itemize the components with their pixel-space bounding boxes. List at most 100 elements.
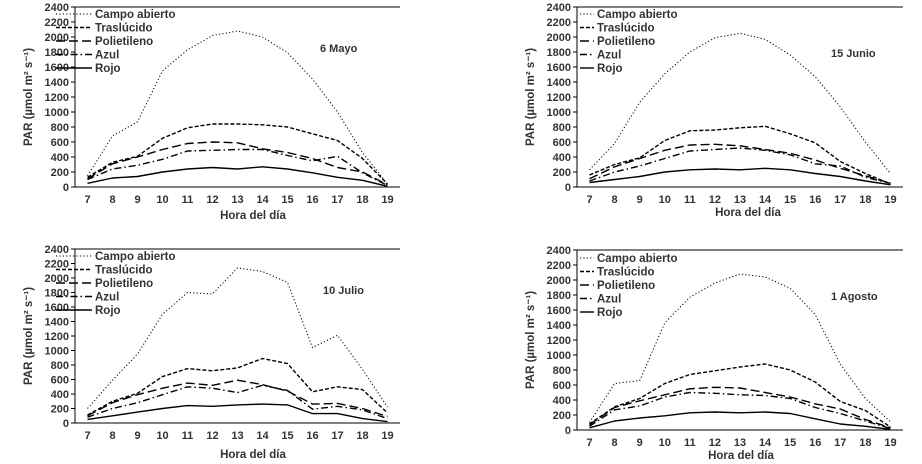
panel-title: 15 Junio <box>831 48 876 60</box>
legend-entry: Traslúcido <box>95 23 153 35</box>
series-line-3 <box>87 379 388 418</box>
x-tick-label: 8 <box>109 430 115 442</box>
y-tick-label: 1200 <box>547 92 571 104</box>
x-tick-label: 15 <box>784 437 796 449</box>
legend-entry: Azul <box>95 50 119 62</box>
x-tick-label: 18 <box>859 194 871 206</box>
y-tick-label: 2200 <box>547 260 571 272</box>
x-axis-label: Hora del día <box>715 207 781 219</box>
series-line-1 <box>589 273 891 423</box>
y-tick-label: 2200 <box>45 259 69 271</box>
y-tick-label: 2400 <box>45 244 69 256</box>
y-tick-label: 1000 <box>45 107 69 119</box>
series-line-2 <box>589 363 891 428</box>
y-tick-label: 0 <box>565 425 571 437</box>
chart-panel-2: 0 200 400 600 800 1000 1200 1400 1600 1800 2000 220… <box>525 2 903 219</box>
y-tick-label: 1000 <box>547 350 571 362</box>
y-tick-label: 400 <box>51 152 69 164</box>
x-tick-label: 13 <box>734 194 746 206</box>
x-tick-label: 9 <box>637 437 643 449</box>
panel-title: 6 Mayo <box>320 43 358 55</box>
x-tick-label: 12 <box>709 437 721 449</box>
x-tick-label: 13 <box>231 430 243 442</box>
x-tick-label: 14 <box>256 194 269 206</box>
y-tick-label: 0 <box>565 182 571 194</box>
y-tick-label: 2400 <box>45 2 69 14</box>
x-tick-label: 7 <box>586 194 592 206</box>
y-tick-label: 0 <box>63 182 69 194</box>
series-line-3 <box>87 141 388 186</box>
x-tick-label: 7 <box>84 430 90 442</box>
x-tick-label: 16 <box>306 430 318 442</box>
x-tick-label: 17 <box>331 430 343 442</box>
x-tick-label: 12 <box>206 430 218 442</box>
x-tick-label: 19 <box>884 194 896 206</box>
legend-entry: Azul <box>597 294 621 306</box>
y-tick-label: 2000 <box>45 273 69 285</box>
x-axis-label: Hora del día <box>220 449 286 461</box>
y-tick-label: 200 <box>51 167 69 179</box>
y-tick-label: 2200 <box>547 17 571 29</box>
y-tick-label: 1400 <box>45 317 69 329</box>
x-tick-label: 18 <box>356 430 368 442</box>
x-tick-label: 10 <box>659 194 671 206</box>
x-tick-label: 8 <box>109 194 115 206</box>
y-tick-label: 1800 <box>45 288 69 300</box>
x-tick-label: 16 <box>306 194 318 206</box>
series-line-5 <box>87 166 388 187</box>
legend-entry: Campo abierto <box>597 9 678 21</box>
y-tick-label: 800 <box>553 122 571 134</box>
series-line-3 <box>589 143 891 184</box>
x-tick-label: 10 <box>659 437 671 449</box>
y-tick-label: 1400 <box>547 320 571 332</box>
y-tick-label: 1200 <box>45 92 69 104</box>
y-tick-label: 200 <box>553 410 571 422</box>
y-tick-label: 1200 <box>547 335 571 347</box>
y-tick-label: 400 <box>51 389 69 401</box>
series-line-2 <box>589 125 891 185</box>
y-tick-label: 600 <box>51 375 69 387</box>
y-tick-label: 800 <box>553 365 571 377</box>
series-line-3 <box>589 386 891 429</box>
y-axis-label: PAR (µmol m² s⁻¹) <box>525 291 537 389</box>
x-tick-label: 17 <box>331 194 343 206</box>
panel-title: 10 Julio <box>323 285 364 297</box>
y-tick-label: 600 <box>553 137 571 149</box>
y-tick-label: 1000 <box>547 107 571 119</box>
x-tick-label: 11 <box>684 194 696 206</box>
legend-entry: Rojo <box>95 63 121 75</box>
series-line-1 <box>87 267 388 409</box>
series-line-4 <box>87 148 388 187</box>
x-tick-label: 15 <box>281 194 293 206</box>
y-tick-label: 1800 <box>45 47 69 59</box>
y-axis-label: PAR (µmol m² s⁻¹) <box>23 48 35 146</box>
x-tick-label: 13 <box>231 194 243 206</box>
y-tick-label: 1400 <box>45 77 69 89</box>
series-line-5 <box>87 403 388 423</box>
x-tick-label: 7 <box>84 194 90 206</box>
legend-entry: Polietileno <box>95 278 153 290</box>
legend-entry: Campo abierto <box>95 9 176 21</box>
x-tick-label: 17 <box>834 194 846 206</box>
y-tick-label: 200 <box>553 167 571 179</box>
x-tick-label: 17 <box>834 437 846 449</box>
legend-entry: Campo abierto <box>95 251 176 263</box>
x-tick-label: 16 <box>809 194 821 206</box>
y-tick-label: 600 <box>51 137 69 149</box>
y-tick-label: 2400 <box>547 2 571 14</box>
y-tick-label: 1200 <box>45 331 69 343</box>
series-line-4 <box>589 147 891 184</box>
x-tick-label: 9 <box>134 430 140 442</box>
y-axis-label: PAR (µmol m² s⁻¹) <box>525 48 537 146</box>
x-axis-label: Hora del día <box>708 450 774 462</box>
y-tick-label: 2200 <box>45 17 69 29</box>
y-tick-label: 200 <box>51 404 69 416</box>
x-tick-label: 12 <box>709 194 721 206</box>
chart-panel-1: 0200400600800100012001400160018002000220… <box>23 2 400 222</box>
series-line-5 <box>589 411 891 430</box>
y-tick-label: 2000 <box>45 32 69 44</box>
legend-entry: Rojo <box>95 305 121 317</box>
series-line-4 <box>87 384 388 420</box>
legend-entry: Traslúcido <box>597 267 655 279</box>
